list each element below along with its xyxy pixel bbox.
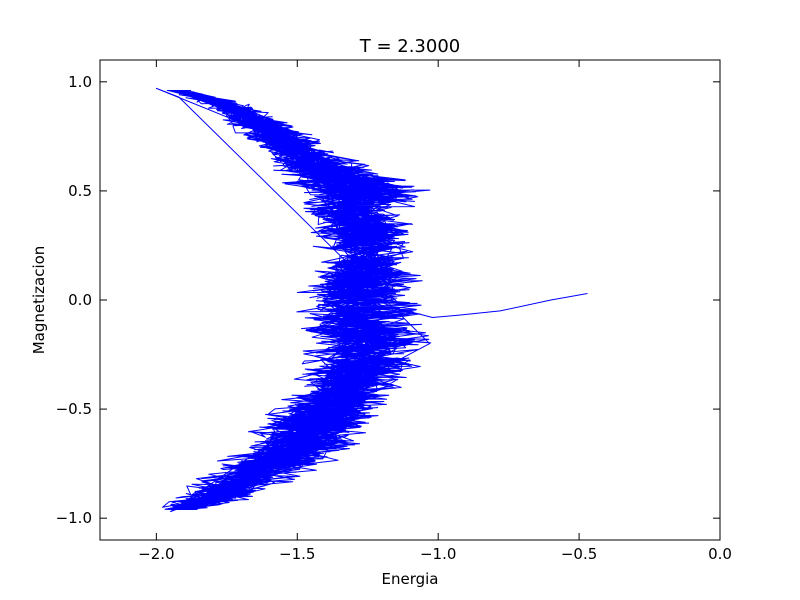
y-axis-title: Magnetizacion	[30, 246, 48, 355]
x-tick-label: 0.0	[708, 545, 732, 563]
series-line-trajectory	[155, 87, 588, 513]
y-tick-label: 0.0	[68, 291, 92, 309]
x-tick-label: −1.5	[279, 545, 315, 563]
chart-title: T = 2.3000	[359, 36, 461, 57]
axis-ticks: −2.0 −1.5 −1.0 −0.5 0.0 1.0 0.5 0.0 −0.5 −1.0	[56, 60, 732, 563]
x-tick-label: −1.0	[420, 545, 456, 563]
x-tick-label: −2.0	[138, 545, 174, 563]
y-tick-label: 0.5	[68, 182, 92, 200]
y-tick-label: 1.0	[68, 73, 92, 91]
x-tick-label: −0.5	[561, 545, 597, 563]
y-tick-label: −1.0	[56, 509, 92, 527]
x-axis-title: Energia	[382, 570, 439, 588]
y-tick-label: −0.5	[56, 400, 92, 418]
